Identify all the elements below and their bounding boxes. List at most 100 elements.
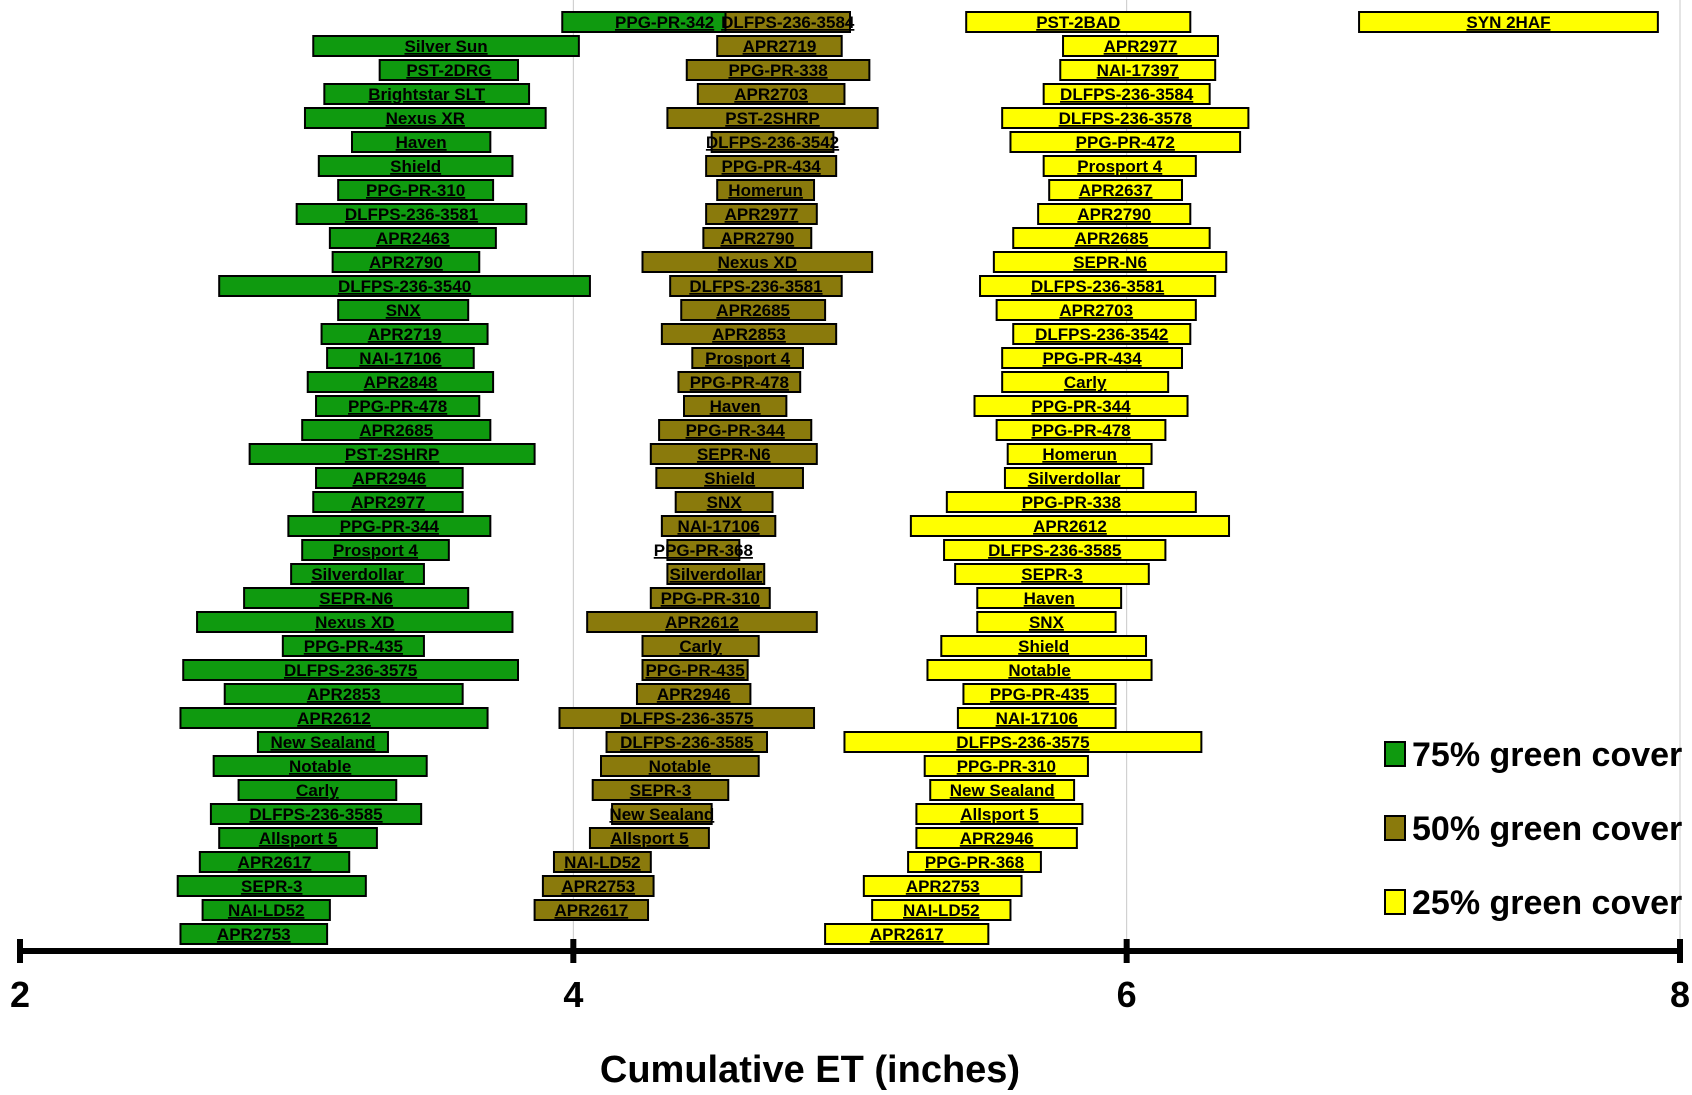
bar-label: APR2617: [554, 901, 628, 920]
bar: [691, 347, 804, 369]
bar: [315, 395, 481, 417]
bar: [926, 659, 1153, 681]
bar-label: PST-2SHRP: [345, 445, 439, 464]
bar: [248, 443, 536, 465]
bar: [641, 635, 760, 657]
legend-swatch: [1384, 741, 1406, 767]
bar-label: DLFPS-236-3581: [1031, 277, 1164, 296]
bar: [182, 659, 519, 681]
bar: [666, 107, 879, 129]
bar-label: Carly: [679, 637, 722, 656]
legend-label: 50% green cover: [1412, 810, 1682, 848]
bar: [179, 923, 329, 945]
bar: [378, 59, 519, 81]
bar: [915, 827, 1078, 849]
bars-layer: PPG-PR-342 Silver Sun PST-2DRG Brightstar S…: [176, 11, 1659, 945]
bar-label: DLFPS-236-3581: [345, 205, 478, 224]
bar: [1003, 467, 1145, 489]
bar: [237, 779, 398, 801]
bar: [683, 395, 788, 417]
bar-label: Homerun: [1042, 445, 1117, 464]
bar: [605, 731, 768, 753]
bar: [666, 539, 741, 561]
bar: [871, 899, 1012, 921]
series-3: PST-2BAD SYN 2HAF APR2977 NAI-17397 DLFPS-23…: [824, 11, 1659, 945]
bar-label: APR2946: [960, 829, 1034, 848]
bar: [635, 683, 752, 705]
bar-label: PPG-PR-368: [925, 853, 1024, 872]
bar-label: PPG-PR-478: [690, 373, 789, 392]
x-tick-label: 4: [563, 974, 583, 1015]
bar-label: PPG-PR-342: [615, 13, 714, 32]
bar-label: PPG-PR-310: [661, 589, 760, 608]
bar-label: PPG-PR-338: [1022, 493, 1121, 512]
bar: [290, 563, 425, 585]
bar: [1037, 203, 1192, 225]
bar-label: APR2463: [376, 229, 450, 248]
bar: [705, 203, 818, 225]
bar-label: Prosport 4: [1077, 157, 1163, 176]
bar: [533, 899, 650, 921]
bar: [600, 755, 760, 777]
bar: [328, 227, 497, 249]
bar: [992, 251, 1228, 273]
bar: [1001, 347, 1184, 369]
bar: [243, 587, 470, 609]
bar: [541, 875, 655, 897]
bar-label: DLFPS-236-3584: [1060, 85, 1194, 104]
bar: [669, 275, 843, 297]
bar: [954, 563, 1150, 585]
bar: [658, 419, 813, 441]
x-tick-label: 6: [1117, 974, 1137, 1015]
bar-label: APR2637: [1079, 181, 1153, 200]
bar-label: Carly: [1064, 373, 1107, 392]
bar-label: DLFPS-236-3542: [1035, 325, 1168, 344]
bar-label: Notable: [1008, 661, 1070, 680]
bar: [724, 11, 851, 33]
bar: [218, 275, 591, 297]
bar-label: Allsport 5: [610, 829, 688, 848]
bar: [1012, 227, 1211, 249]
bar: [716, 179, 816, 201]
bar-label: New Sealand: [609, 805, 714, 824]
bar: [256, 731, 389, 753]
bar-label: NAI-17397: [1097, 61, 1179, 80]
bar: [666, 563, 766, 585]
bar: [223, 683, 464, 705]
bar: [945, 491, 1197, 513]
bar: [326, 347, 475, 369]
bar-label: PST-2BAD: [1036, 13, 1120, 32]
bar: [824, 923, 990, 945]
bar-label: SNX: [1029, 613, 1065, 632]
bar-label: DLFPS-236-3585: [620, 733, 753, 752]
bar: [301, 539, 450, 561]
bar-label: APR2753: [906, 877, 980, 896]
bar: [940, 635, 1148, 657]
bar-label: Allsport 5: [259, 829, 337, 848]
bar: [1012, 323, 1192, 345]
legend: 75% green cover 50% green cover 25% green …: [1384, 736, 1682, 922]
bar-label: SEPR-N6: [1073, 253, 1147, 272]
bar-label: Silver Sun: [404, 37, 487, 56]
series-2: DLFPS-236-3584 APR2719 PPG-PR-338 APR2703 PS…: [533, 11, 879, 921]
bar: [843, 731, 1203, 753]
bar-label: PST-2DRG: [406, 61, 491, 80]
bar-label: APR2977: [725, 205, 799, 224]
bar-label: APR2946: [352, 469, 426, 488]
bar: [306, 371, 495, 393]
bar: [312, 35, 580, 57]
bar-label: Silverdollar: [670, 565, 763, 584]
bar-label: APR2685: [716, 301, 790, 320]
bar: [320, 323, 489, 345]
bar: [201, 899, 331, 921]
bar-label: Shield: [704, 469, 755, 488]
bar: [198, 851, 351, 873]
bar-label: APR2790: [720, 229, 794, 248]
bar: [929, 779, 1076, 801]
bar-label: PPG-PR-472: [1076, 133, 1175, 152]
bar-label: Homerun: [728, 181, 803, 200]
bar: [337, 299, 470, 321]
bar-label: APR2977: [1104, 37, 1178, 56]
bar: [588, 827, 710, 849]
